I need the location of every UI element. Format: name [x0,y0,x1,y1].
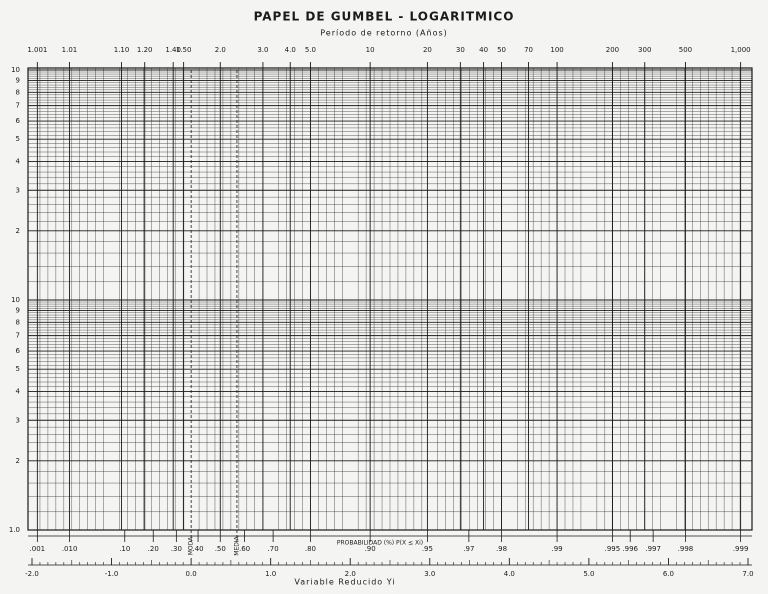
probability-label: .10 [119,545,130,553]
return-period-label: 1.01 [62,46,78,54]
probability-label: .20 [148,545,159,553]
return-period-label: 300 [638,46,651,54]
y-tick-label: 8 [16,318,20,326]
chart-title: PAPEL DE GUMBEL - LOGARITMICO [254,10,515,24]
return-period-label: 1.50 [176,46,192,54]
y-tick-label: 4 [16,158,21,166]
probability-label: MEDIA [233,535,240,555]
return-period-label: 1,000 [731,46,751,54]
return-period-label: 1.10 [114,46,130,54]
probability-label: .30 [171,545,182,553]
probability-label: .70 [268,545,279,553]
y-tick-label: 2 [16,457,20,465]
y-tick-label: 10 [11,296,20,304]
chart-subtitle: Período de retorno (Años) [320,29,448,38]
y-tick-label: 6 [16,117,21,125]
probability-label: .60 [239,545,250,553]
x-tick-label: 2.0 [345,570,356,578]
return-period-label: 5.0 [305,46,316,54]
x-tick-label: -2.0 [25,570,39,578]
y-tick-label: 2 [16,227,20,235]
y-tick-label: 7 [16,332,20,340]
y-tick-label: 9 [16,77,20,85]
probability-label: .80 [305,545,316,553]
return-period-label: 1.001 [27,46,47,54]
y-tick-label: 7 [16,102,20,110]
return-period-label: 500 [679,46,692,54]
x-tick-label: 3.0 [424,570,435,578]
return-period-label: 50 [497,46,506,54]
return-period-label: 1.20 [137,46,153,54]
return-period-label: 200 [606,46,619,54]
return-period-label: 4.0 [285,46,296,54]
probability-label: .50 [215,545,226,553]
y-tick-label: 3 [16,186,20,194]
probability-label: PROBABILIDAD (%) P(X ≤ Xi) [337,540,423,547]
x-axis-label: Variable Reducido Yi [294,578,395,587]
probability-label: .90 [365,545,376,553]
x-tick-label: -1.0 [105,570,119,578]
x-tick-label: 5.0 [583,570,594,578]
return-period-label: 2.0 [215,46,226,54]
x-tick-label: 6.0 [663,570,674,578]
probability-label: MODA [188,536,195,555]
y-tick-label: 1.0 [9,526,20,534]
probability-label: .95 [422,545,433,553]
probability-label: .98 [496,545,507,553]
probability-label: .001 [30,545,46,553]
y-tick-label: 6 [16,347,21,355]
return-period-label: 100 [550,46,563,54]
return-period-label: 40 [479,46,488,54]
return-period-label: 3.0 [257,46,268,54]
y-tick-label: 4 [16,388,21,396]
return-period-label: 70 [524,46,533,54]
probability-label: .99 [552,545,563,553]
return-period-label: 20 [423,46,432,54]
return-period-label: 10 [366,46,375,54]
y-tick-label: 8 [16,88,20,96]
probability-label: .997 [645,545,661,553]
x-tick-label: 7.0 [742,570,753,578]
probability-label: .40 [192,545,203,553]
probability-label: .010 [62,545,78,553]
probability-label: .996 [622,545,638,553]
y-tick-label: 5 [16,135,20,143]
x-tick-label: 0.0 [186,570,197,578]
y-tick-label: 10 [11,66,20,74]
return-period-label: 30 [456,46,465,54]
probability-label: .97 [463,545,474,553]
return-period-label: 1.40 [165,46,181,54]
y-tick-label: 3 [16,416,20,424]
y-tick-label: 5 [16,365,20,373]
y-tick-label: 9 [16,307,20,315]
probability-label: .999 [733,545,749,553]
probability-label: .998 [678,545,694,553]
x-tick-label: 4.0 [504,570,515,578]
x-tick-label: 1.0 [265,570,276,578]
probability-label: .995 [605,545,621,553]
